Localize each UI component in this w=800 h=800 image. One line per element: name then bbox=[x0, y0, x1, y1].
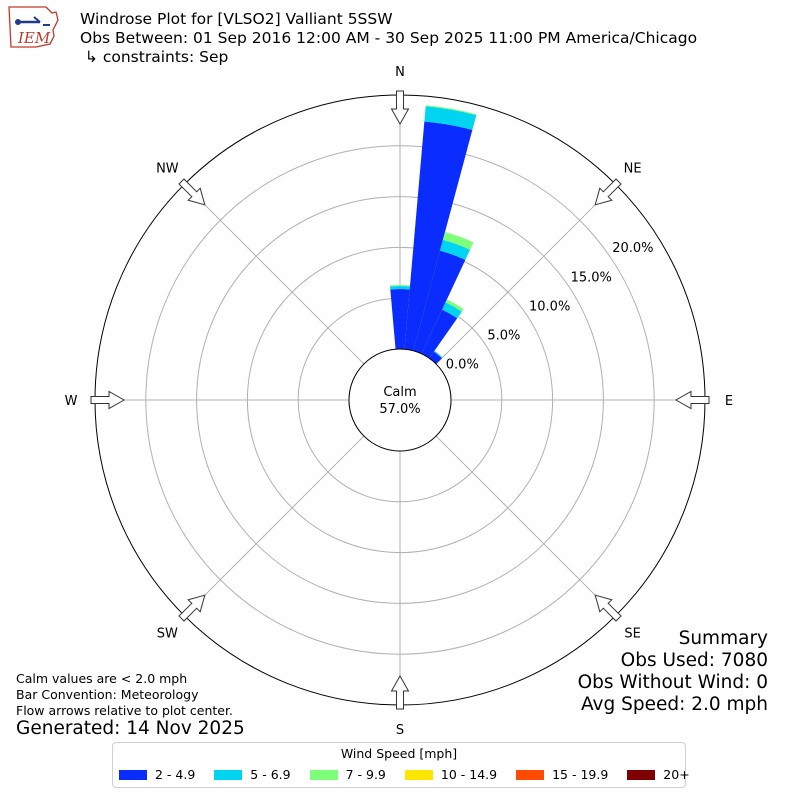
direction-spoke bbox=[183, 435, 365, 617]
direction-spoke bbox=[435, 183, 617, 365]
radial-tick-label: 5.0% bbox=[487, 329, 520, 344]
obs-used: Obs Used: 7080 bbox=[620, 650, 768, 671]
flow-arrow-icon bbox=[178, 594, 206, 622]
legend-item: 15 - 19.9 bbox=[516, 767, 608, 782]
wind-bar-segment bbox=[421, 309, 458, 359]
wind-bar-segment bbox=[404, 121, 473, 351]
direction-label: SW bbox=[157, 627, 178, 642]
flow-arrow-icon bbox=[178, 178, 206, 206]
legend-label: 2 - 4.9 bbox=[155, 767, 196, 782]
wind-bar-segment bbox=[442, 302, 462, 319]
direction-label: NW bbox=[156, 161, 179, 176]
wind-bar-segment bbox=[425, 105, 477, 116]
legend-item: 10 - 14.9 bbox=[404, 767, 498, 782]
flow-arrow-icon bbox=[674, 390, 710, 410]
legend-items: 2 - 4.9 5 - 6.9 7 - 9.9 10 - 14.9 15 - 19.9 2… bbox=[119, 767, 690, 782]
flow-arrow-icon bbox=[390, 674, 410, 710]
wind-bar-segment bbox=[390, 289, 410, 350]
wind-bar-segment bbox=[442, 231, 474, 250]
direction-label: N bbox=[395, 65, 405, 80]
calm-value: 57.0% bbox=[379, 402, 420, 417]
wind-bar-segment bbox=[433, 350, 443, 359]
legend-label: 5 - 6.9 bbox=[250, 767, 291, 782]
wind-bar-segment bbox=[413, 250, 466, 354]
direction-label: S bbox=[396, 723, 404, 738]
legend-title: Wind Speed [mph] bbox=[340, 746, 458, 761]
obs-range: Obs Between: 01 Sep 2016 12:00 AM - 30 S… bbox=[80, 29, 698, 47]
summary-panel: Summary Obs Used: 7080 Obs Without Wind:… bbox=[578, 628, 768, 716]
legend-swatch bbox=[516, 769, 545, 780]
flow-arrow-icon bbox=[390, 90, 410, 126]
wind-bar-segment bbox=[445, 299, 464, 312]
wind-bar-segment bbox=[440, 239, 471, 260]
direction-spoke bbox=[435, 435, 617, 617]
direction-label: NE bbox=[624, 161, 642, 176]
radial-tick-label: 20.0% bbox=[612, 241, 653, 256]
flow-arrows-note: Flow arrows relative to plot center. bbox=[16, 703, 233, 718]
legend-label: 15 - 19.9 bbox=[552, 767, 609, 782]
avg-speed: Avg Speed: 2.0 mph bbox=[580, 694, 768, 715]
legend-label: 7 - 9.9 bbox=[345, 767, 386, 782]
logo-text: IEM bbox=[17, 29, 51, 47]
direction-spoke bbox=[183, 183, 365, 365]
legend-swatch bbox=[309, 769, 338, 780]
calm-circle bbox=[348, 348, 452, 452]
direction-label: W bbox=[65, 394, 78, 409]
calm-label: Calm bbox=[383, 385, 416, 400]
direction-label: SE bbox=[624, 627, 640, 642]
legend-swatch bbox=[404, 769, 433, 780]
obs-without-wind: Obs Without Wind: 0 bbox=[577, 672, 768, 693]
legend-label: 20+ bbox=[663, 767, 690, 782]
notes-panel: Calm values are < 2.0 mph Bar Convention… bbox=[16, 671, 233, 719]
calm-note: Calm values are < 2.0 mph bbox=[16, 671, 188, 686]
wind-bar-segment bbox=[429, 351, 442, 364]
flow-arrow-icon bbox=[594, 594, 622, 622]
legend-item: 7 - 9.9 bbox=[309, 767, 386, 782]
legend-swatch bbox=[119, 769, 147, 780]
wind-bar-segment bbox=[390, 286, 410, 290]
flow-arrow-icon bbox=[594, 178, 622, 206]
direction-label: E bbox=[725, 394, 733, 409]
legend-swatch bbox=[627, 769, 656, 780]
legend-item: 5 - 6.9 bbox=[214, 767, 291, 782]
bar-convention-note: Bar Convention: Meteorology bbox=[16, 687, 199, 702]
chart-title-block: Windrose Plot for [VLSO2] Valliant 5SSW … bbox=[80, 10, 697, 67]
legend-label: 10 - 14.9 bbox=[440, 767, 498, 782]
legend: Wind Speed [mph] 2 - 4.9 5 - 6.9 7 - 9.9 10… bbox=[112, 742, 690, 788]
legend-item: 20+ bbox=[627, 767, 690, 782]
wind-bar-segment bbox=[389, 284, 411, 287]
generated-date: Generated: 14 Nov 2025 bbox=[16, 718, 245, 739]
radial-tick-label: 15.0% bbox=[571, 270, 612, 285]
radial-tick-label: 10.0% bbox=[529, 299, 570, 314]
radial-tick-label: 0.0% bbox=[446, 358, 479, 373]
constraints-label: ↳ constraints: Sep bbox=[80, 48, 229, 66]
iem-logo: IEM bbox=[8, 6, 59, 48]
summary-title: Summary bbox=[678, 628, 768, 649]
chart-title: Windrose Plot for [VLSO2] Valliant 5SSW bbox=[80, 10, 393, 28]
flow-arrow-icon bbox=[90, 390, 126, 410]
legend-item: 2 - 4.9 bbox=[119, 767, 195, 782]
legend-swatch bbox=[214, 769, 243, 780]
wind-bar-segment bbox=[424, 106, 477, 130]
